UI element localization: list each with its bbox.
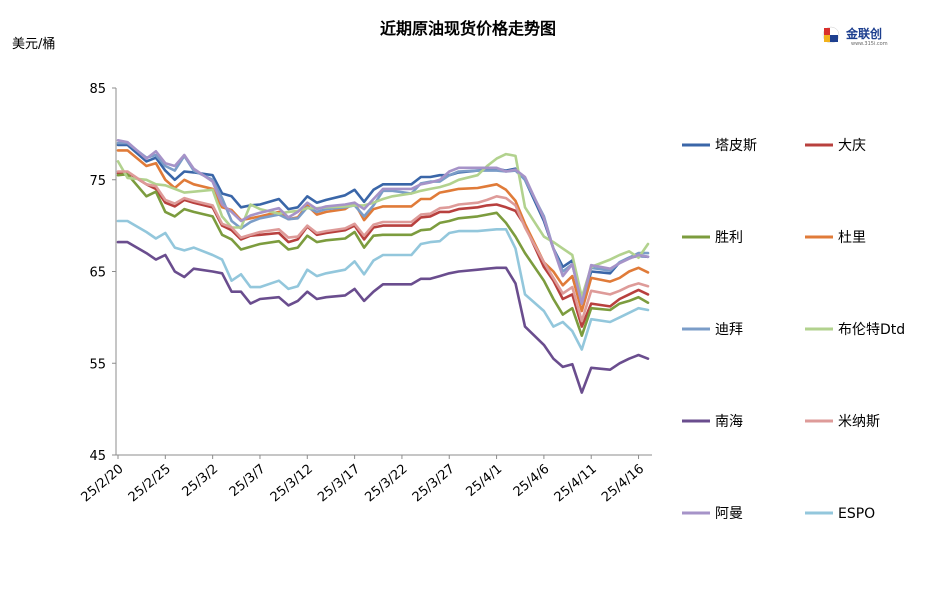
x-tick-label: 25/4/6 [511,462,553,500]
x-tick-label: 25/4/11 [552,462,600,506]
x-tick-label: 25/3/17 [315,462,363,506]
legend-label-6: 南海 [715,414,743,430]
x-tick-label: 25/3/7 [227,462,269,500]
series-line-5 [116,152,650,299]
logo-mark-red [824,28,830,35]
x-tick-label: 25/2/20 [79,462,127,506]
y-tick-label: 85 [89,82,106,97]
series-line-7 [116,170,650,323]
y-tick-label: 55 [89,357,106,372]
x-tick-label: 25/3/27 [410,462,458,506]
series-lines [116,139,650,394]
series-line-6 [116,240,650,394]
logo-text: 金联创 [845,26,882,41]
logo-mark-blue [830,35,838,42]
legend-label-7: 米纳斯 [838,414,880,430]
x-tick-label: 25/2/25 [126,462,174,506]
y-axis-label: 美元/桶 [12,37,55,52]
y-tick-label: 45 [89,449,106,464]
y-tick-label: 65 [89,266,106,281]
chart-title: 近期原油现货价格走势图 [380,19,556,38]
legend-label-9: ESPO [838,506,875,522]
x-ticks: 25/2/20 25/2/25 25/3/2 25/3/7 25/3/12 25/3/17… [79,455,647,506]
y-ticks: 45 55 65 75 85 [89,82,116,464]
legend-label-0: 塔皮斯 [715,138,757,154]
series-line-0 [116,143,650,305]
x-tick-label: 25/4/16 [599,462,647,506]
x-tick-label: 25/4/1 [463,462,505,500]
x-tick-label: 25/3/2 [180,462,222,500]
legend-label-8: 阿曼 [715,506,743,522]
series-line-4 [116,141,650,305]
legend-label-4: 迪拜 [715,322,743,338]
legend-label-5: 布伦特Dtd [838,322,905,338]
series-line-3 [116,149,650,313]
y-tick-label: 75 [89,174,106,189]
series-line-9 [116,219,650,351]
logo-mark-yellow [824,35,830,42]
legend-label-1: 大庆 [838,138,866,154]
logo: 金联创 www.315i.com [822,26,888,47]
x-tick-label: 25/3/22 [362,462,410,506]
series-line-8 [116,139,650,305]
legend-label-2: 胜利 [715,230,743,246]
x-tick-label: 25/3/12 [268,462,316,506]
logo-subtext: www.315i.com [851,41,888,47]
legend-label-3: 杜里 [838,230,866,246]
series-line-2 [116,172,650,338]
